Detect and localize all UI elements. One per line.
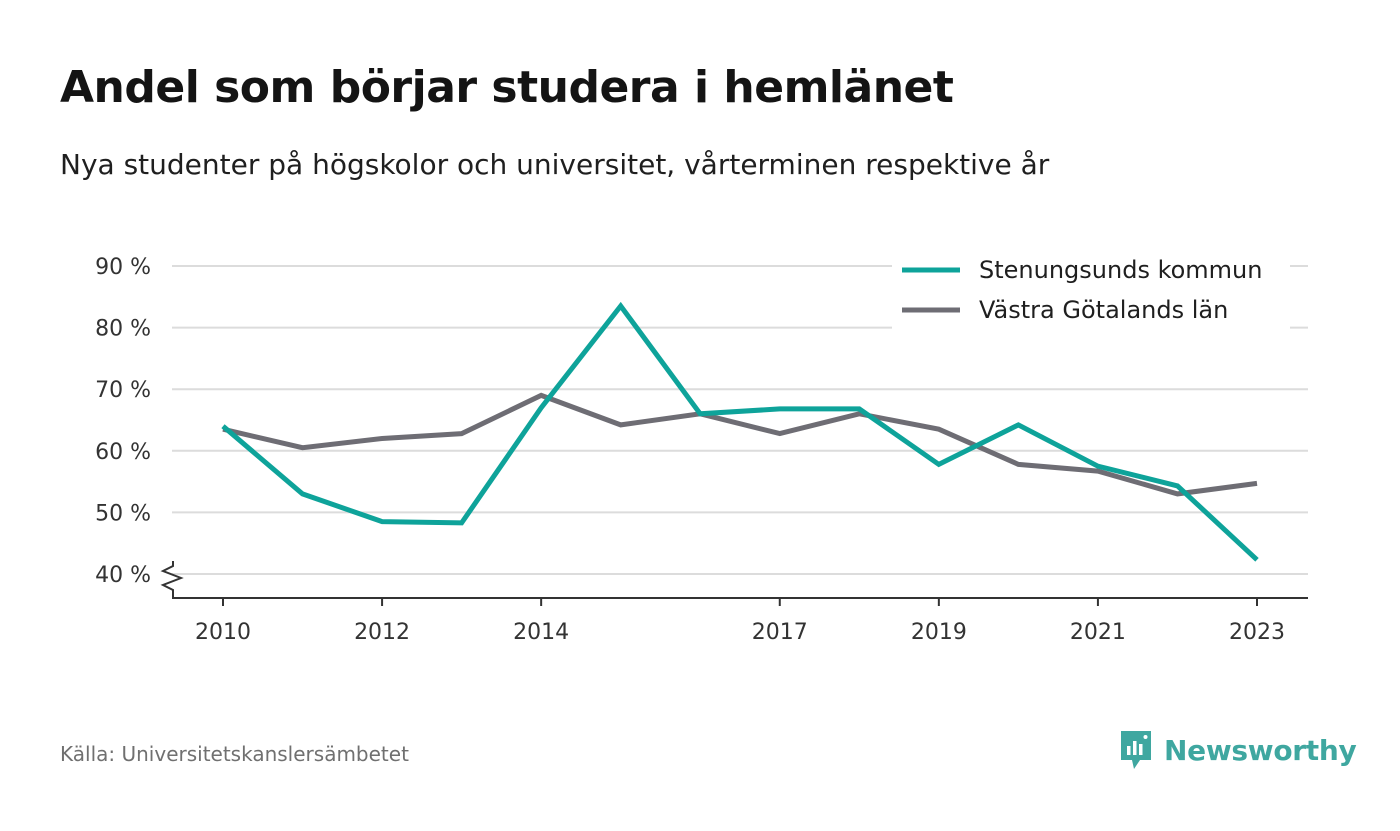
x-tick-label: 2021 xyxy=(1070,620,1126,645)
newsworthy-logo-icon xyxy=(1121,731,1151,769)
y-tick-label: 80 % xyxy=(95,317,151,342)
legend-label: Västra Götalands län xyxy=(979,296,1228,324)
series-line-stenungsund xyxy=(221,301,1259,562)
chart-title: Andel som börjar studera i hemlänet xyxy=(60,62,954,113)
x-tick-label: 2019 xyxy=(911,620,967,645)
legend-background xyxy=(892,248,1290,330)
legend-label: Stenungsunds kommun xyxy=(979,256,1262,284)
chart-subtitle: Nya studenter på högskolor och universit… xyxy=(60,148,1050,181)
x-tick-label: 2012 xyxy=(354,620,410,645)
y-tick-label: 40 % xyxy=(95,563,151,588)
y-tick-label: 60 % xyxy=(95,440,151,465)
brand-logo: Newsworthy xyxy=(1118,728,1357,772)
source-text: Källa: Universitetskanslersämbetet xyxy=(60,742,409,766)
x-tick-label: 2010 xyxy=(195,620,251,645)
y-tick-label: 70 % xyxy=(95,378,151,403)
legend: Stenungsunds kommun Västra Götalands län xyxy=(892,248,1290,330)
axis-break-icon xyxy=(160,561,184,598)
brand-name: Newsworthy xyxy=(1164,733,1357,767)
series-line-vastra-gotaland xyxy=(222,392,1258,497)
x-tick-label: 2023 xyxy=(1229,620,1285,645)
x-tick-label: 2017 xyxy=(752,620,808,645)
y-tick-label: 50 % xyxy=(95,501,151,526)
y-tick-label: 90 % xyxy=(95,255,151,280)
x-tick-label: 2014 xyxy=(513,620,569,645)
